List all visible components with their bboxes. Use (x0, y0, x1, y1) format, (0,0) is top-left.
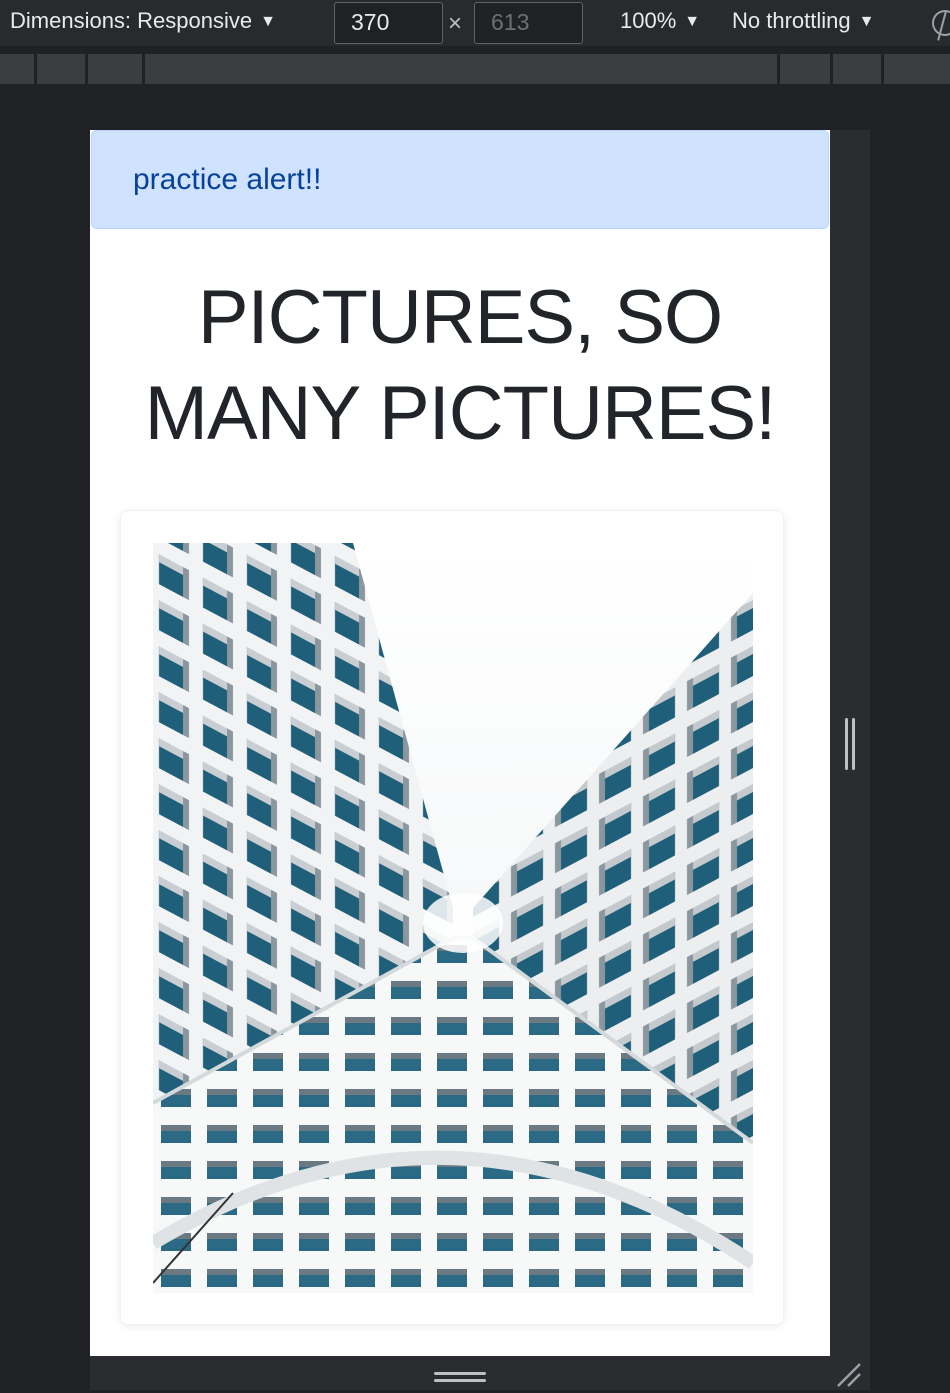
chevron-down-icon: ▼ (684, 13, 701, 30)
media-query-segment[interactable] (88, 54, 145, 84)
resize-handle-right[interactable] (843, 718, 857, 770)
dimensions-label: Dimensions: Responsive (10, 8, 253, 33)
building-illustration (153, 543, 753, 1293)
resize-handle-bottom[interactable] (434, 1370, 486, 1384)
height-input[interactable]: 613 (474, 2, 583, 44)
media-query-segment[interactable] (37, 54, 88, 84)
chevron-down-icon: ▼ (858, 13, 875, 30)
media-query-segment[interactable] (780, 54, 833, 84)
alert-banner: practice alert!! (91, 130, 829, 229)
media-query-segment[interactable] (145, 54, 780, 84)
image-card (120, 510, 784, 1325)
page-title-line2: MANY PICTURES! (144, 371, 777, 456)
rotate-icon[interactable] (927, 5, 950, 41)
media-query-segment[interactable] (833, 54, 884, 84)
throttling-label: No throttling (732, 8, 851, 33)
zoom-dropdown[interactable]: 100% ▼ (620, 8, 700, 34)
throttling-dropdown[interactable]: No throttling ▼ (732, 8, 874, 34)
media-query-bar (0, 54, 950, 84)
times-icon: × (448, 10, 463, 37)
building-photo (153, 543, 753, 1293)
emulated-viewport: practice alert!! PICTURES, SO MANY PICTU… (90, 130, 830, 1356)
dimensions-dropdown[interactable]: Dimensions: Responsive ▼ (10, 8, 276, 34)
zoom-label: 100% (620, 8, 677, 33)
page-title: PICTURES, SO MANY PICTURES! (90, 270, 830, 462)
devtools-device-toolbar: Dimensions: Responsive ▼ 370 × 613 100% ▼ … (0, 0, 950, 46)
media-query-segment[interactable] (0, 54, 37, 84)
media-query-segment[interactable] (884, 54, 950, 84)
width-input[interactable]: 370 (334, 2, 443, 44)
resize-corner-icon[interactable] (836, 1362, 862, 1388)
chevron-down-icon: ▼ (260, 13, 276, 30)
page-title-line1: PICTURES, SO (197, 275, 723, 360)
